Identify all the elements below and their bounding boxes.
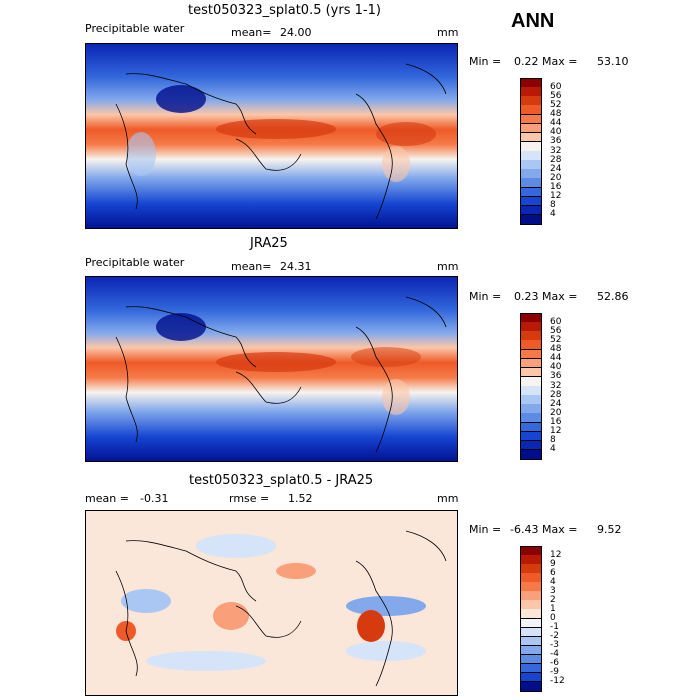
colorbar-tick-label: -1 — [550, 622, 559, 633]
colorbar-tick-label: 1 — [550, 603, 556, 614]
colorbar-tick-label: 8 — [550, 435, 556, 446]
panel1-max-value: 53.10 — [597, 55, 629, 68]
colorbar-tick-label: -12 — [550, 676, 565, 687]
panel1-min-label: Min = — [469, 55, 502, 68]
colorbar-tick-label: 2 — [550, 594, 556, 605]
colorbar-swatch — [520, 214, 542, 225]
panel2-map-image — [86, 277, 457, 461]
colorbar-tick-label: 36 — [550, 371, 562, 382]
colorbar-tick-label: 12 — [550, 426, 562, 437]
colorbar-tick-label: 56 — [550, 325, 562, 336]
panel2-min-value: 0.23 — [514, 290, 539, 303]
colorbar-tick-label: 16 — [550, 182, 562, 192]
colorbar-tick-label: -3 — [550, 640, 559, 651]
panel1-variable-label: Precipitable water — [85, 22, 185, 35]
colorbar-tick-label: 20 — [550, 172, 562, 183]
colorbar-tick-label: 52 — [550, 334, 562, 345]
colorbar-tick-label: 3 — [550, 585, 556, 596]
colorbar-tick-label: 0 — [550, 613, 556, 623]
colorbar-tick-label: 28 — [550, 154, 562, 165]
colorbar-tick-label: 16 — [550, 417, 562, 427]
colorbar-tick-label: 28 — [550, 389, 562, 400]
panel2-mean-value: 24.31 — [280, 260, 312, 273]
colorbar-tick-label: 32 — [550, 145, 562, 156]
colorbar-tick-label: 32 — [550, 380, 562, 391]
panel3-min-label: Min = — [469, 523, 502, 536]
colorbar-tick-label: 12 — [550, 549, 562, 560]
panel1-units: mm — [437, 26, 459, 39]
colorbar-tick-label: 8 — [550, 200, 556, 211]
colorbar-tick-label: 4 — [550, 444, 556, 455]
panel3-mean-label: mean = — [85, 492, 129, 505]
colorbar-tick-label: 24 — [550, 163, 562, 174]
colorbar-swatch — [520, 449, 542, 460]
colorbar-tick-label: 48 — [550, 344, 562, 354]
colorbar-tick-label: 44 — [550, 353, 562, 364]
colorbar-tick-label: 40 — [550, 127, 562, 138]
panel3-rmse-label: rmse = — [229, 492, 270, 505]
panel2-units: mm — [437, 260, 459, 273]
colorbar-tick-label: 40 — [550, 362, 562, 373]
panel3-min-value: -6.43 — [510, 523, 539, 536]
colorbar-tick-label: -4 — [550, 649, 559, 660]
colorbar-tick-label: -2 — [550, 631, 559, 642]
colorbar-tick-label: 44 — [550, 118, 562, 129]
panel1-max-label: Max = — [542, 55, 578, 68]
panel2-min-label: Min = — [469, 290, 502, 303]
panel2-max-label: Max = — [542, 290, 578, 303]
colorbar-tick-label: 36 — [550, 136, 562, 147]
panel2-mean-label: mean= — [231, 260, 272, 273]
panel2-title: JRA25 — [250, 236, 288, 251]
panel2-max-value: 52.86 — [597, 290, 629, 303]
panel3-units: mm — [437, 492, 459, 505]
colorbar-tick-label: 60 — [550, 81, 562, 92]
panel1-mean-value: 24.00 — [280, 26, 312, 39]
panel1-mean-label: mean= — [231, 26, 272, 39]
colorbar-tick-label: -6 — [550, 658, 559, 669]
season-label: ANN — [511, 10, 555, 32]
panel2-variable-label: Precipitable water — [85, 256, 185, 269]
panel3-max-value: 9.52 — [597, 523, 622, 536]
panel3-max-label: Max = — [542, 523, 578, 536]
panel1-colorbar: 60 56 52 48 44 40 36 32 28 24 20 16 12 8 4 — [520, 78, 561, 225]
panel2-colorbar: 60 56 52 48 44 40 36 32 28 24 20 16 12 8 4 — [520, 313, 561, 460]
panel3-rmse-value: 1.52 — [288, 492, 313, 505]
colorbar-tick-label: 48 — [550, 109, 562, 119]
colorbar-tick-label: 4 — [550, 209, 556, 220]
colorbar-tick-label: 6 — [550, 567, 556, 578]
panel3-colorbar: 12 9 6 4 3 2 1 0 -1 -2 -3 -4 -6 -9 -12 — [520, 546, 565, 692]
colorbar-tick-label: 24 — [550, 398, 562, 409]
colorbar-tick-label: 52 — [550, 99, 562, 110]
panel3-title: test050323_splat0.5 - JRA25 — [189, 473, 374, 488]
colorbar-tick-label: 20 — [550, 407, 562, 418]
panel1-min-value: 0.22 — [514, 55, 539, 68]
colorbar-tick-label: 12 — [550, 191, 562, 202]
panel2-map — [85, 276, 458, 462]
colorbar-swatch — [520, 681, 542, 692]
panel1-map — [85, 43, 458, 229]
panel3-mean-value: -0.31 — [140, 492, 169, 505]
panel1-map-image — [86, 44, 457, 228]
panel3-map — [85, 510, 458, 696]
colorbar-tick-label: 9 — [550, 558, 556, 569]
panel3-map-image — [86, 511, 457, 695]
colorbar-tick-label: 60 — [550, 316, 562, 327]
colorbar-tick-label: -9 — [550, 667, 559, 678]
panel1-title: test050323_splat0.5 (yrs 1-1) — [188, 3, 381, 18]
colorbar-tick-label: 56 — [550, 90, 562, 101]
colorbar-tick-label: 4 — [550, 576, 556, 587]
